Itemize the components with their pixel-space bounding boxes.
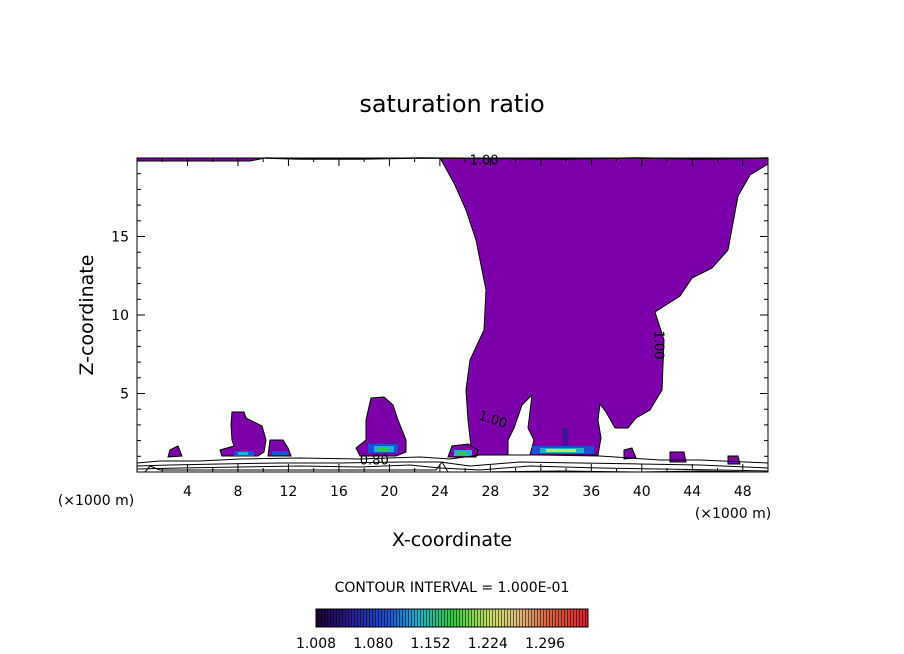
chart-title: saturation ratio xyxy=(359,90,544,118)
colorbar-tick-labels: 1.008 1.080 1.152 1.224 1.296 xyxy=(296,636,565,652)
high-saturation-cores xyxy=(234,428,594,456)
contour-labels: 1.00 1.00 1.00 0.80 xyxy=(360,154,666,469)
main-plume-region xyxy=(439,157,769,456)
x-tick-label: 12 xyxy=(280,484,298,500)
colorbar-tick-label: 1.296 xyxy=(525,636,565,652)
x-axis-ticks: 4 8 12 16 20 24 28 32 36 40 44 48 xyxy=(161,158,752,500)
x-axis-label: X-coordinate xyxy=(392,529,512,551)
x-tick-label: 8 xyxy=(233,484,242,500)
x-unit-left: (×1000 m) xyxy=(58,493,134,509)
y-axis-ticks: 5 10 15 xyxy=(111,173,768,457)
colorbar-tick-label: 1.152 xyxy=(410,636,450,652)
x-tick-label: 28 xyxy=(481,484,499,500)
colorbar-tick-label: 1.008 xyxy=(296,636,336,652)
contour-interval-text: CONTOUR INTERVAL = 1.000E-01 xyxy=(335,580,570,596)
y-tick-label: 15 xyxy=(111,230,129,246)
colorbar xyxy=(315,608,589,628)
x-tick-label: 44 xyxy=(683,484,701,500)
cell-6-region xyxy=(167,445,183,458)
y-tick-label: 5 xyxy=(120,387,129,403)
y-axis-label: Z-coordinate xyxy=(76,255,98,376)
supersaturation-fill xyxy=(136,157,769,465)
contour-label-top: 1.00 xyxy=(470,154,499,169)
cell-19-region xyxy=(355,396,407,457)
colorbar-tick-label: 1.080 xyxy=(353,636,393,652)
x-tick-label: 16 xyxy=(330,484,348,500)
contour-label-plume-right: 1.00 xyxy=(650,331,665,360)
contour-label-surface: 0.80 xyxy=(360,453,389,468)
x-tick-label: 24 xyxy=(431,484,449,500)
x-tick-label: 32 xyxy=(532,484,550,500)
colorbar-tick-label: 1.224 xyxy=(468,636,508,652)
colorbar-stripes xyxy=(316,609,588,627)
y-tick-label: 10 xyxy=(111,308,129,324)
x-tick-label: 40 xyxy=(633,484,651,500)
cell-47-region xyxy=(727,455,741,465)
x-tick-label: 4 xyxy=(183,484,192,500)
x-tick-label: 20 xyxy=(380,484,398,500)
colorbar-frame xyxy=(315,608,589,628)
x-unit-right: (×1000 m) xyxy=(695,506,771,522)
x-tick-label: 48 xyxy=(734,484,752,500)
cell-9-region xyxy=(219,411,267,457)
x-tick-label: 36 xyxy=(582,484,600,500)
